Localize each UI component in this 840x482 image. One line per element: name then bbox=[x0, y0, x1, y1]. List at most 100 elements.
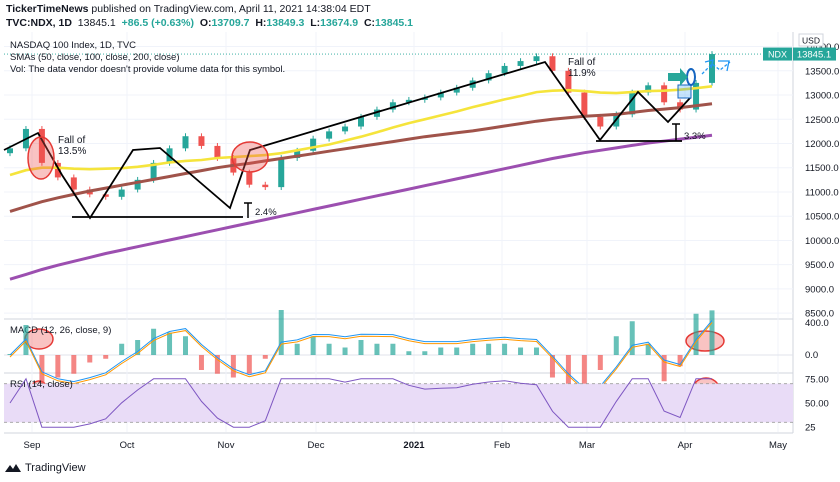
tradingview-icon bbox=[5, 464, 21, 472]
macd-histogram-bar bbox=[374, 343, 380, 355]
brand-name: TradingView bbox=[25, 462, 86, 474]
candle-body bbox=[437, 92, 444, 98]
time-tick-label: Feb bbox=[494, 440, 510, 451]
macd-histogram-bar bbox=[246, 355, 252, 374]
price-tick-label: 10500.0 bbox=[805, 212, 839, 223]
candle-body bbox=[645, 85, 652, 93]
macd-histogram-bar bbox=[55, 355, 61, 378]
breakout-circle bbox=[686, 68, 696, 86]
last-price: 13845.1 bbox=[77, 17, 116, 29]
time-tick-label: Apr bbox=[678, 440, 693, 451]
macd-histogram-bar bbox=[151, 328, 157, 355]
macd-histogram-bar bbox=[693, 313, 699, 355]
candle-body bbox=[38, 128, 45, 163]
time-tick-label: May bbox=[769, 440, 787, 451]
macd-histogram-bar bbox=[534, 347, 539, 355]
candle-body bbox=[118, 189, 125, 197]
macd-histogram-bar bbox=[278, 310, 284, 355]
macd-histogram-bar bbox=[645, 343, 651, 355]
macd-histogram-bar bbox=[342, 347, 348, 355]
candle-body bbox=[70, 177, 77, 190]
candle-body bbox=[677, 102, 684, 110]
macd-histogram-bar bbox=[549, 355, 555, 378]
time-tick-label: Dec bbox=[308, 440, 325, 451]
currency-box bbox=[798, 33, 824, 47]
high-label: H: bbox=[255, 17, 267, 29]
macd-histogram-bar bbox=[581, 355, 587, 393]
macd-histogram-bar bbox=[103, 355, 109, 359]
candle-body bbox=[7, 148, 13, 154]
publisher-name: TickerTimeNews bbox=[6, 3, 89, 15]
projection-path bbox=[701, 61, 731, 75]
candle-body bbox=[533, 56, 540, 62]
rsi-tick-label: 50.00 bbox=[805, 399, 829, 410]
price-tag: 13845.1 bbox=[797, 50, 831, 61]
symbol-tag: NDX bbox=[768, 50, 787, 60]
macd-histogram-bar bbox=[470, 343, 476, 355]
candle-body bbox=[198, 136, 205, 146]
macd-histogram-bar bbox=[183, 336, 188, 355]
rsi-line bbox=[9, 377, 712, 428]
macd-histogram-bar bbox=[358, 340, 364, 355]
candle-body bbox=[102, 194, 109, 197]
symbol-tag-bg bbox=[763, 47, 792, 61]
candle-body bbox=[597, 116, 604, 127]
currency-label: USD bbox=[802, 36, 820, 46]
arrow-right-icon bbox=[668, 68, 688, 86]
candle-body bbox=[517, 61, 524, 66]
macd-histogram-bar bbox=[518, 347, 524, 355]
macd-histogram-bar bbox=[87, 355, 93, 363]
fall-label-1-line2: 13.5% bbox=[58, 146, 86, 157]
candle-body bbox=[278, 158, 285, 188]
macd-label: MACD (12, 26, close, 9) bbox=[10, 325, 111, 336]
macd-histogram-bar bbox=[629, 321, 635, 355]
high-value: 13849.3 bbox=[266, 17, 305, 29]
low-value: 13674.9 bbox=[320, 17, 359, 29]
macd-histogram-bar bbox=[502, 343, 508, 355]
macd-histogram-bar bbox=[390, 343, 396, 355]
tradingview-logo[interactable]: TradingView bbox=[5, 462, 86, 474]
macd-histogram-bar bbox=[167, 332, 173, 355]
legend-smas: SMAs (50, close, 100, close, 200, close) bbox=[10, 52, 180, 63]
price-tick-label: 11000.0 bbox=[805, 187, 839, 198]
candle-body bbox=[389, 102, 396, 110]
macd-histogram-bar bbox=[597, 355, 603, 370]
macd-histogram-bar bbox=[262, 355, 268, 359]
rsi-label: RSI (14, close) bbox=[10, 379, 73, 390]
candle-body bbox=[134, 179, 141, 190]
macd-histogram-bar bbox=[326, 343, 332, 355]
candle-body bbox=[693, 82, 700, 110]
macd-histogram-bar bbox=[198, 355, 204, 370]
publisher-line: TickerTimeNews published on TradingView.… bbox=[6, 3, 371, 15]
highlight-circle-1 bbox=[27, 136, 55, 180]
price-tick-label: 13000.0 bbox=[805, 91, 839, 102]
macd-histogram-bar bbox=[454, 347, 460, 355]
signal-line bbox=[9, 322, 713, 391]
macd-tick-label: 400.0 bbox=[805, 318, 829, 329]
macd-histogram-bar bbox=[39, 355, 45, 408]
price-tick-label: 10000.0 bbox=[805, 236, 839, 247]
macd-histogram-bar bbox=[406, 351, 412, 355]
price-tick-label: 14000.0 bbox=[805, 42, 839, 53]
legend-vol: Vol: The data vendor doesn't provide vol… bbox=[10, 64, 285, 75]
close-label: C: bbox=[363, 17, 376, 29]
macd-histogram-bar bbox=[677, 355, 683, 367]
candle-body bbox=[214, 145, 221, 159]
candle-body bbox=[565, 70, 572, 93]
candle-body bbox=[549, 56, 556, 71]
open-value: 13709.7 bbox=[211, 17, 250, 29]
rsi-band bbox=[4, 383, 793, 423]
candle-body bbox=[661, 85, 668, 103]
macd-histogram-bar bbox=[230, 355, 236, 378]
candle-body bbox=[405, 99, 412, 103]
candle-body bbox=[709, 54, 715, 83]
symbol: TVC:NDX, 1D bbox=[6, 17, 72, 29]
candle-body bbox=[501, 65, 508, 74]
price-tick-label: 12500.0 bbox=[805, 115, 839, 126]
candle-body bbox=[54, 162, 61, 178]
time-tick-label: 2021 bbox=[403, 440, 425, 451]
time-tick-label: Nov bbox=[218, 440, 235, 451]
macd-histogram-bar bbox=[119, 343, 125, 355]
candle-body bbox=[485, 73, 492, 81]
